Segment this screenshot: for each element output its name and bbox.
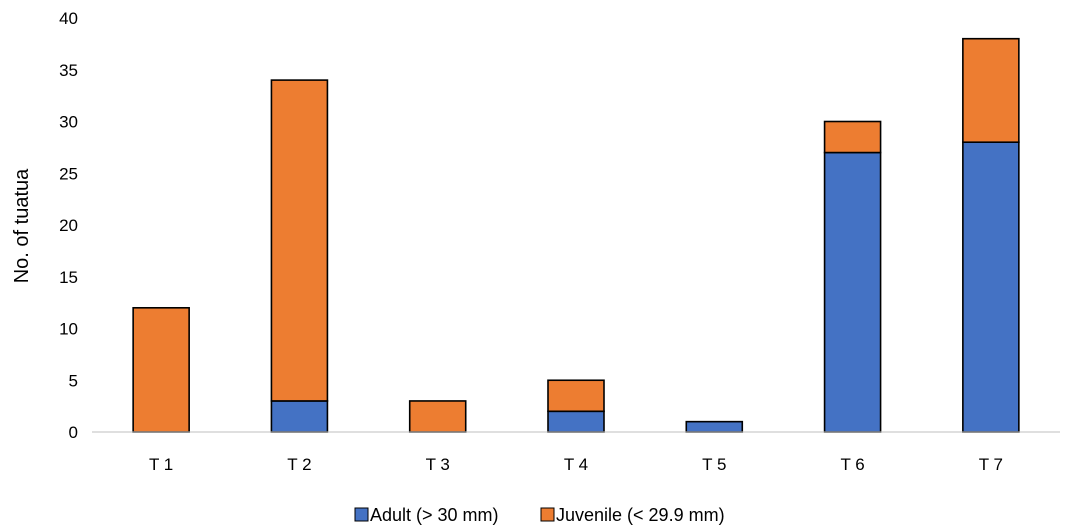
y-tick-label: 25 xyxy=(59,164,78,183)
bar-segment-juvenile xyxy=(132,306,190,433)
y-tick-label: 20 xyxy=(59,216,78,235)
y-tick-label: 5 xyxy=(69,371,78,390)
bar-segment-juvenile xyxy=(823,120,882,154)
bar-segment-juvenile xyxy=(962,37,1020,144)
y-tick-label: 35 xyxy=(59,61,78,80)
bars xyxy=(132,37,1020,433)
bar-segment-juvenile xyxy=(270,79,329,402)
x-axis-ticks: T 1 T 2 T 3 T 4 T 5 T 6 T 7 xyxy=(149,455,1003,474)
x-tick-label: T 4 xyxy=(564,455,588,474)
x-tick-label: T 7 xyxy=(979,455,1003,474)
legend-label-juvenile: Juvenile (< 29.9 mm) xyxy=(556,505,725,525)
legend: Adult (> 30 mm) Juvenile (< 29.9 mm) xyxy=(354,505,725,525)
bar-segment-adult xyxy=(962,141,1020,433)
y-axis-ticks: 0 5 10 15 20 25 30 35 40 xyxy=(59,9,78,442)
x-tick-label: T 6 xyxy=(840,455,864,474)
legend-label-adult: Adult (> 30 mm) xyxy=(370,505,499,525)
y-tick-label: 15 xyxy=(59,268,78,287)
y-tick-label: 10 xyxy=(59,320,78,339)
y-tick-label: 30 xyxy=(59,113,78,132)
y-tick-label: 40 xyxy=(59,9,78,28)
x-tick-label: T 1 xyxy=(149,455,173,474)
y-axis-title: No. of tuatua xyxy=(11,168,33,283)
legend-swatch-juvenile xyxy=(540,507,555,522)
x-tick-label: T 2 xyxy=(287,455,311,474)
bar-segment-juvenile xyxy=(408,400,467,433)
x-tick-label: T 5 xyxy=(702,455,726,474)
bar-segment-adult xyxy=(547,410,605,433)
bar-segment-adult xyxy=(685,420,744,433)
bar-segment-adult xyxy=(823,151,882,433)
x-tick-label: T 3 xyxy=(426,455,450,474)
legend-swatch-adult xyxy=(354,507,369,522)
bar-segment-adult xyxy=(270,400,329,433)
y-tick-label: 0 xyxy=(69,423,78,442)
bar-segment-juvenile xyxy=(547,379,605,413)
